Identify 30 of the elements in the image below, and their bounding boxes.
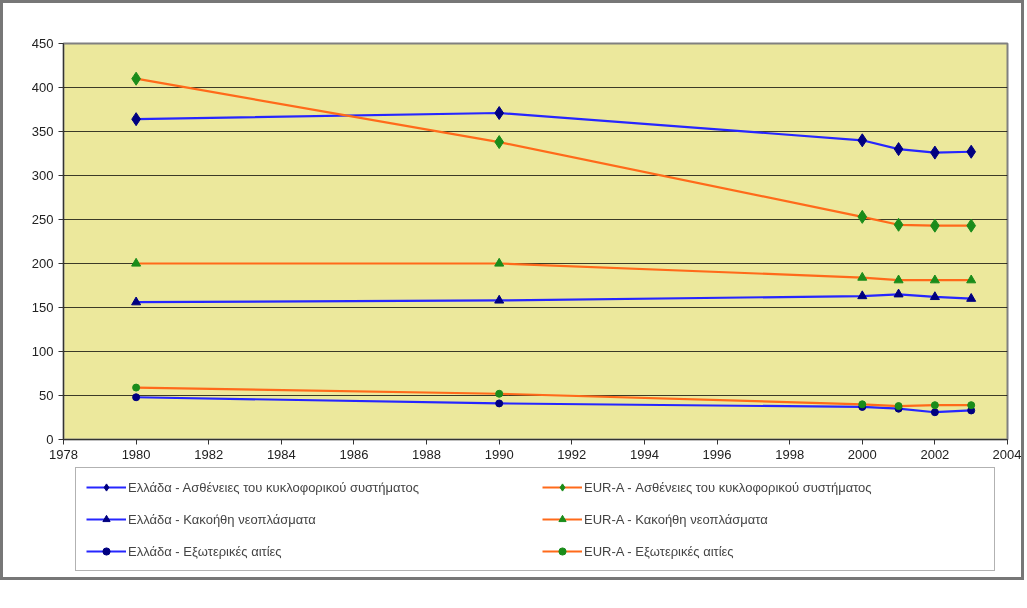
y-tick-label: 50 <box>39 388 54 403</box>
y-tick-label: 350 <box>31 124 54 139</box>
x-tick-label: 1980 <box>121 446 151 462</box>
y-tick-label: 0 <box>46 432 54 447</box>
x-tick-label: 1984 <box>266 446 296 462</box>
y-tick-label: 200 <box>31 256 54 271</box>
x-tick-label: 1992 <box>557 446 587 462</box>
y-tick-label: 450 <box>31 36 54 51</box>
y-tick-label: 150 <box>31 300 54 315</box>
y-tick-label: 100 <box>31 344 54 359</box>
x-tick-label: 1996 <box>702 446 732 462</box>
x-tick-label: 1988 <box>412 446 442 462</box>
x-tick-label: 2002 <box>920 446 950 462</box>
legend-label: EUR-A - Ασθένειες του κυκλοφορικού συστήματος <box>584 478 873 496</box>
legend-label: EUR-A - Κακοήθη νεοπλάσματα <box>584 510 769 528</box>
y-tick-label: 300 <box>31 168 54 183</box>
x-tick-label: 1998 <box>775 446 805 462</box>
y-tick-label: 250 <box>31 212 54 227</box>
legend-label: EUR-A - Εξωτερικές αιτίες <box>584 542 735 560</box>
legend-label: Ελλάδα - Ασθένειες του κυκλοφορικού συστήματος <box>128 478 420 496</box>
x-tick-label: 1990 <box>484 446 514 462</box>
y-tick-label: 400 <box>31 80 54 95</box>
x-tick-label: 2004 <box>992 446 1022 462</box>
x-tick-label: 2000 <box>847 446 877 462</box>
legend-label: Ελλάδα - Κακοήθη νεοπλάσματα <box>128 510 317 528</box>
x-tick-label: 1994 <box>629 446 659 462</box>
legend-label: Ελλάδα - Εξωτερικές αιτίες <box>128 542 283 560</box>
x-tick-label: 1978 <box>49 446 78 462</box>
x-tick-label: 1982 <box>194 446 224 462</box>
x-tick-label: 1986 <box>339 446 369 462</box>
